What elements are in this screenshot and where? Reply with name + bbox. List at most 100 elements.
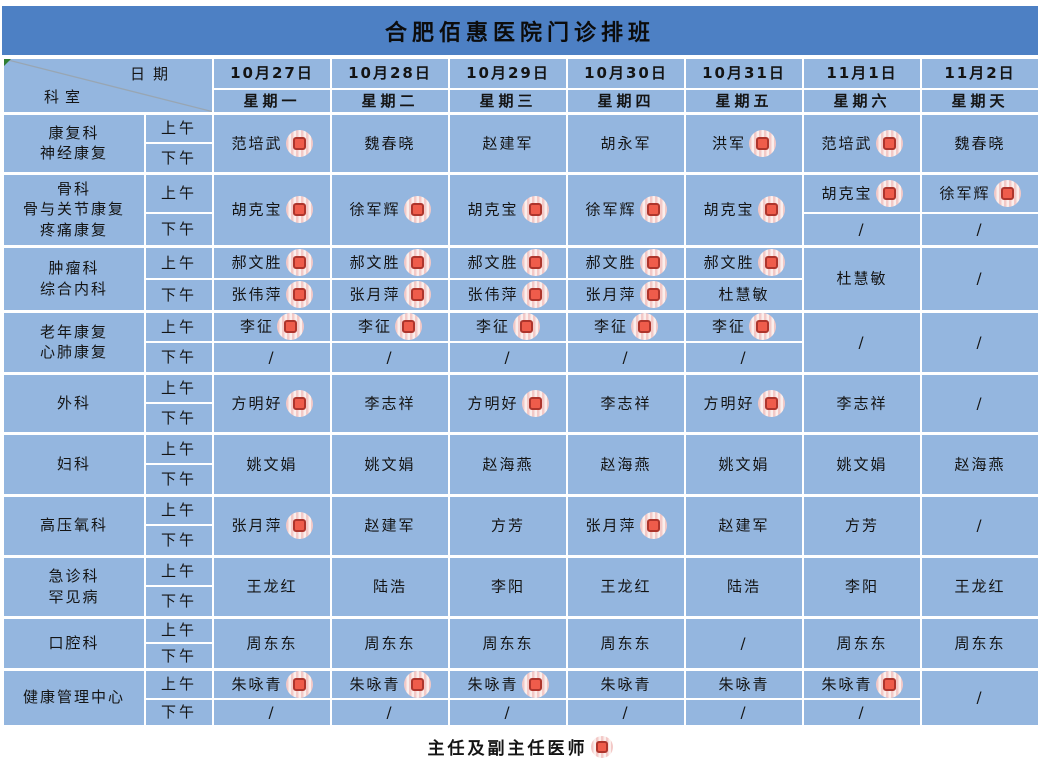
- empty-slot-cell[interactable]: /: [920, 371, 1040, 434]
- doctor-cell[interactable]: 赵建军: [330, 493, 450, 557]
- session-cell-pm[interactable]: 下午: [144, 463, 214, 496]
- doctor-cell[interactable]: 魏春晓: [330, 111, 450, 174]
- doctor-cell[interactable]: 张月萍: [566, 278, 686, 312]
- doctor-cell[interactable]: 王龙红: [566, 554, 686, 618]
- doctor-cell[interactable]: 郝文胜: [330, 244, 450, 280]
- date-header-cell[interactable]: 10月29日: [448, 57, 568, 90]
- doctor-cell[interactable]: 李阳: [802, 554, 922, 618]
- department-cell[interactable]: 肿瘤科 综合内科: [2, 244, 146, 312]
- doctor-cell[interactable]: 赵建军: [448, 111, 568, 174]
- doctor-cell[interactable]: 张伟萍: [448, 278, 568, 312]
- doctor-cell[interactable]: 赵建军: [684, 493, 804, 557]
- doctor-cell[interactable]: 李征: [212, 309, 332, 343]
- date-header-cell[interactable]: 10月31日: [684, 57, 804, 90]
- session-cell-pm[interactable]: 下午: [144, 697, 214, 727]
- doctor-cell[interactable]: 方明好: [684, 371, 804, 434]
- doctor-cell[interactable]: 朱咏青: [684, 667, 804, 700]
- doctor-cell[interactable]: 陆浩: [684, 554, 804, 618]
- doctor-cell[interactable]: 郝文胜: [684, 244, 804, 280]
- doctor-cell[interactable]: 李志祥: [330, 371, 450, 434]
- corner-header-cell[interactable]: 日期 科室: [2, 57, 214, 114]
- empty-slot-cell[interactable]: /: [920, 244, 1040, 312]
- doctor-cell[interactable]: 郝文胜: [448, 244, 568, 280]
- doctor-cell[interactable]: 胡克宝: [802, 171, 922, 214]
- doctor-cell[interactable]: 杜慧敏: [684, 278, 804, 312]
- date-header-cell[interactable]: 11月1日: [802, 57, 922, 90]
- doctor-cell[interactable]: 姚文娟: [684, 431, 804, 496]
- empty-slot-cell[interactable]: /: [566, 341, 686, 374]
- doctor-cell[interactable]: 范培武: [212, 111, 332, 174]
- doctor-cell[interactable]: 张月萍: [330, 278, 450, 312]
- session-cell-pm[interactable]: 下午: [144, 212, 214, 247]
- doctor-cell[interactable]: 周东东: [330, 615, 450, 670]
- doctor-cell[interactable]: 魏春晓: [920, 111, 1040, 174]
- doctor-cell[interactable]: 周东东: [802, 615, 922, 670]
- session-cell-pm[interactable]: 下午: [144, 278, 214, 312]
- doctor-cell[interactable]: 胡克宝: [684, 171, 804, 247]
- doctor-cell[interactable]: 朱咏青: [566, 667, 686, 700]
- empty-slot-cell[interactable]: /: [920, 493, 1040, 557]
- empty-slot-cell[interactable]: /: [330, 341, 450, 374]
- doctor-cell[interactable]: 徐军辉: [920, 171, 1040, 214]
- session-cell-pm[interactable]: 下午: [144, 142, 214, 174]
- session-cell-am[interactable]: 上午: [144, 244, 214, 280]
- doctor-cell[interactable]: 方芳: [448, 493, 568, 557]
- doctor-cell[interactable]: 郝文胜: [212, 244, 332, 280]
- doctor-cell[interactable]: 胡克宝: [448, 171, 568, 247]
- empty-slot-cell[interactable]: /: [920, 309, 1040, 374]
- session-cell-am[interactable]: 上午: [144, 493, 214, 526]
- doctor-cell[interactable]: 方芳: [802, 493, 922, 557]
- doctor-cell[interactable]: 王龙红: [212, 554, 332, 618]
- doctor-cell[interactable]: 姚文娟: [330, 431, 450, 496]
- weekday-header-cell[interactable]: 星期六: [802, 88, 922, 114]
- session-cell-am[interactable]: 上午: [144, 111, 214, 144]
- doctor-cell[interactable]: 范培武: [802, 111, 922, 174]
- department-cell[interactable]: 康复科 神经康复: [2, 111, 146, 174]
- session-cell-pm[interactable]: 下午: [144, 524, 214, 557]
- doctor-cell[interactable]: 张月萍: [566, 493, 686, 557]
- department-cell[interactable]: 高压氧科: [2, 493, 146, 557]
- doctor-cell[interactable]: 李阳: [448, 554, 568, 618]
- doctor-cell[interactable]: 张月萍: [212, 493, 332, 557]
- doctor-cell[interactable]: 张伟萍: [212, 278, 332, 312]
- doctor-cell[interactable]: 郝文胜: [566, 244, 686, 280]
- empty-slot-cell[interactable]: /: [802, 697, 922, 727]
- date-header-cell[interactable]: 10月30日: [566, 57, 686, 90]
- empty-slot-cell[interactable]: /: [684, 697, 804, 727]
- session-cell-pm[interactable]: 下午: [144, 402, 214, 434]
- empty-slot-cell[interactable]: /: [566, 697, 686, 727]
- weekday-header-cell[interactable]: 星期五: [684, 88, 804, 114]
- doctor-cell[interactable]: 朱咏青: [448, 667, 568, 700]
- empty-slot-cell[interactable]: /: [448, 341, 568, 374]
- date-header-cell[interactable]: 10月27日: [212, 57, 332, 90]
- doctor-cell[interactable]: 徐军辉: [330, 171, 450, 247]
- weekday-header-cell[interactable]: 星期三: [448, 88, 568, 114]
- doctor-cell[interactable]: 周东东: [448, 615, 568, 670]
- empty-slot-cell[interactable]: /: [448, 697, 568, 727]
- doctor-cell[interactable]: 洪军: [684, 111, 804, 174]
- doctor-cell[interactable]: 李征: [566, 309, 686, 343]
- department-cell[interactable]: 妇科: [2, 431, 146, 496]
- session-cell-am[interactable]: 上午: [144, 171, 214, 214]
- session-cell-am[interactable]: 上午: [144, 615, 214, 644]
- doctor-cell[interactable]: 李征: [448, 309, 568, 343]
- empty-slot-cell[interactable]: /: [212, 341, 332, 374]
- empty-slot-cell[interactable]: /: [212, 697, 332, 727]
- empty-slot-cell[interactable]: /: [802, 309, 922, 374]
- department-cell[interactable]: 健康管理中心: [2, 667, 146, 727]
- session-cell-pm[interactable]: 下午: [144, 642, 214, 670]
- doctor-cell[interactable]: 李志祥: [802, 371, 922, 434]
- session-cell-am[interactable]: 上午: [144, 554, 214, 587]
- empty-slot-cell[interactable]: /: [330, 697, 450, 727]
- weekday-header-cell[interactable]: 星期一: [212, 88, 332, 114]
- doctor-cell[interactable]: 胡克宝: [212, 171, 332, 247]
- session-cell-pm[interactable]: 下午: [144, 341, 214, 374]
- doctor-cell[interactable]: 李志祥: [566, 371, 686, 434]
- department-cell[interactable]: 外科: [2, 371, 146, 434]
- doctor-cell[interactable]: 姚文娟: [802, 431, 922, 496]
- department-cell[interactable]: 口腔科: [2, 615, 146, 670]
- doctor-cell[interactable]: 朱咏青: [330, 667, 450, 700]
- doctor-cell[interactable]: 姚文娟: [212, 431, 332, 496]
- doctor-cell[interactable]: 杜慧敏: [802, 244, 922, 312]
- doctor-cell[interactable]: 赵海燕: [566, 431, 686, 496]
